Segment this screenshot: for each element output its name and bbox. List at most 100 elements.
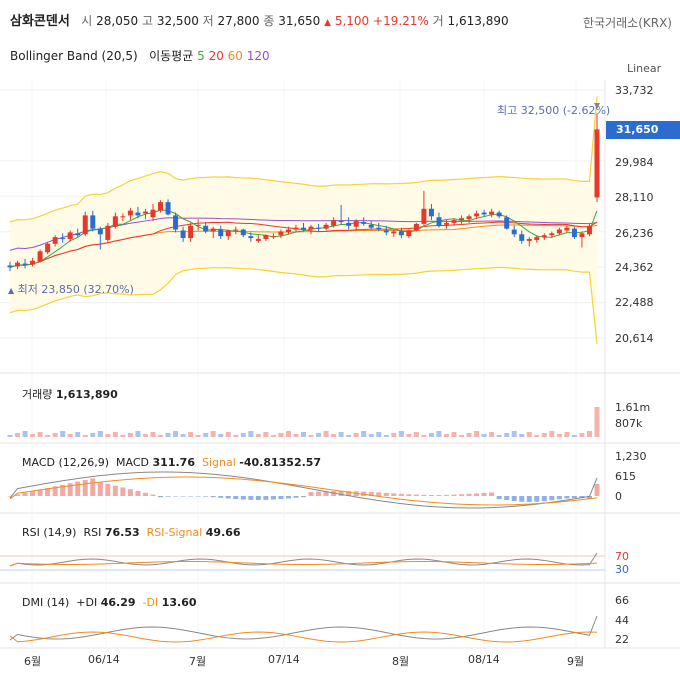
volume-title: 거래량 1,613,890 xyxy=(22,388,118,401)
current-price-tag: 31,650 xyxy=(606,121,680,139)
macd-histogram-bar xyxy=(263,496,269,500)
macd-histogram-bar xyxy=(361,491,367,496)
volume-bar xyxy=(22,431,28,437)
candle-body xyxy=(90,215,96,229)
candle-body xyxy=(248,236,254,239)
volume-value: 1,613,890 xyxy=(447,14,509,28)
macd-histogram-bar xyxy=(233,496,239,500)
macd-histogram-bar xyxy=(534,496,540,502)
macd-histogram-bar xyxy=(105,483,111,496)
volume-bar xyxy=(571,435,577,437)
exchange-name: 한국거래소(KRX) xyxy=(583,16,672,30)
volume-bar xyxy=(436,431,442,437)
macd-histogram-bar xyxy=(474,493,480,496)
volume-bar xyxy=(474,431,480,437)
candle-body xyxy=(52,237,58,244)
open-value: 28,050 xyxy=(96,14,139,28)
macd-histogram-bar xyxy=(142,492,148,496)
volume-bar xyxy=(586,431,592,437)
volume-bar xyxy=(233,435,239,437)
volume-bar xyxy=(361,431,367,437)
candle-body xyxy=(428,208,434,217)
volume-bar xyxy=(293,434,299,437)
scale-mode-button[interactable]: Linear xyxy=(627,62,662,75)
volume-bar xyxy=(180,434,186,437)
moving-average-label[interactable]: 이동평균 xyxy=(149,49,194,63)
rsi-title: RSI (14,9) RSI 76.53 RSI-Signal 49.66 xyxy=(22,526,241,539)
macd-histogram-bar xyxy=(135,491,141,496)
volume-bar xyxy=(549,431,555,437)
volume-bar xyxy=(391,433,397,437)
volume-bar xyxy=(203,433,209,437)
candle-body xyxy=(594,129,600,198)
candle-body xyxy=(188,225,194,239)
volume-bar xyxy=(255,434,261,437)
candlesticks xyxy=(7,103,600,272)
volume-bar xyxy=(338,432,344,437)
candle-body xyxy=(496,212,502,217)
volume-bar xyxy=(459,435,465,437)
volume-bar xyxy=(511,431,517,437)
macd-histogram-bar xyxy=(526,496,532,502)
volume-bar xyxy=(346,435,352,437)
macd-histogram-bar xyxy=(564,496,570,499)
candle-body xyxy=(504,217,510,229)
candle-body xyxy=(142,211,148,214)
candle-body xyxy=(413,223,419,231)
bollinger-indicator-label[interactable]: Bollinger Band (20,5) xyxy=(10,49,138,63)
macd-tick-2: 0 xyxy=(615,490,622,503)
candle-body xyxy=(383,230,389,233)
volume-label: 거 xyxy=(432,14,444,28)
macd-histogram-bar xyxy=(210,496,216,498)
macd-histogram-bar xyxy=(594,484,600,496)
candle-body xyxy=(135,212,141,216)
candle-body xyxy=(541,235,547,238)
candle-body xyxy=(466,216,472,220)
candle-body xyxy=(180,230,186,239)
candle-body xyxy=(22,263,28,266)
min-price-label: ▲ 최저 23,850 (32.70%) xyxy=(8,283,134,296)
volume-bar xyxy=(519,434,525,437)
stock-name: 삼화콘덴서 xyxy=(10,14,70,29)
macd-histogram-bar xyxy=(218,496,224,498)
ma20-label: 20 xyxy=(208,49,224,63)
volume-bar xyxy=(323,431,329,437)
volume-bar xyxy=(316,433,322,437)
candle-body xyxy=(37,251,43,262)
candle-body xyxy=(263,235,269,240)
candle-body xyxy=(549,233,555,236)
volume-bar xyxy=(564,432,570,437)
macd-histogram-bar xyxy=(82,480,88,496)
macd-histogram-bar xyxy=(346,491,352,496)
candle-body xyxy=(105,225,111,240)
volume-bar xyxy=(308,435,314,437)
candle-body xyxy=(173,215,179,230)
macd-histogram-bar xyxy=(496,496,502,500)
candle-body xyxy=(45,243,51,253)
y-tick-3: 26,236 xyxy=(615,227,654,240)
volume-bar xyxy=(556,434,562,437)
macd-line xyxy=(9,471,598,509)
candle-body xyxy=(579,233,585,238)
volume-bar xyxy=(173,431,179,437)
macd-histogram-bar xyxy=(489,492,495,496)
candle-body xyxy=(511,229,517,235)
macd-histogram-bar xyxy=(67,483,73,496)
volume-bar xyxy=(526,432,532,437)
candle-body xyxy=(285,229,291,233)
macd-histogram-bar xyxy=(428,494,434,496)
volume-bar xyxy=(97,431,103,437)
y-tick-5: 22,488 xyxy=(615,296,654,309)
macd-histogram-bar xyxy=(443,494,449,496)
macd-histogram-bar xyxy=(90,478,96,496)
candle-body xyxy=(316,227,322,229)
volume-bar xyxy=(534,435,540,437)
rsi-tick-30: 30 xyxy=(615,563,629,576)
candle-body xyxy=(481,212,487,215)
macd-histogram-bar xyxy=(586,496,592,499)
macd-histogram-bar xyxy=(97,482,103,496)
candle-body xyxy=(150,209,156,218)
bollinger-lower-line xyxy=(9,266,598,344)
macd-histogram-bar xyxy=(459,494,465,496)
